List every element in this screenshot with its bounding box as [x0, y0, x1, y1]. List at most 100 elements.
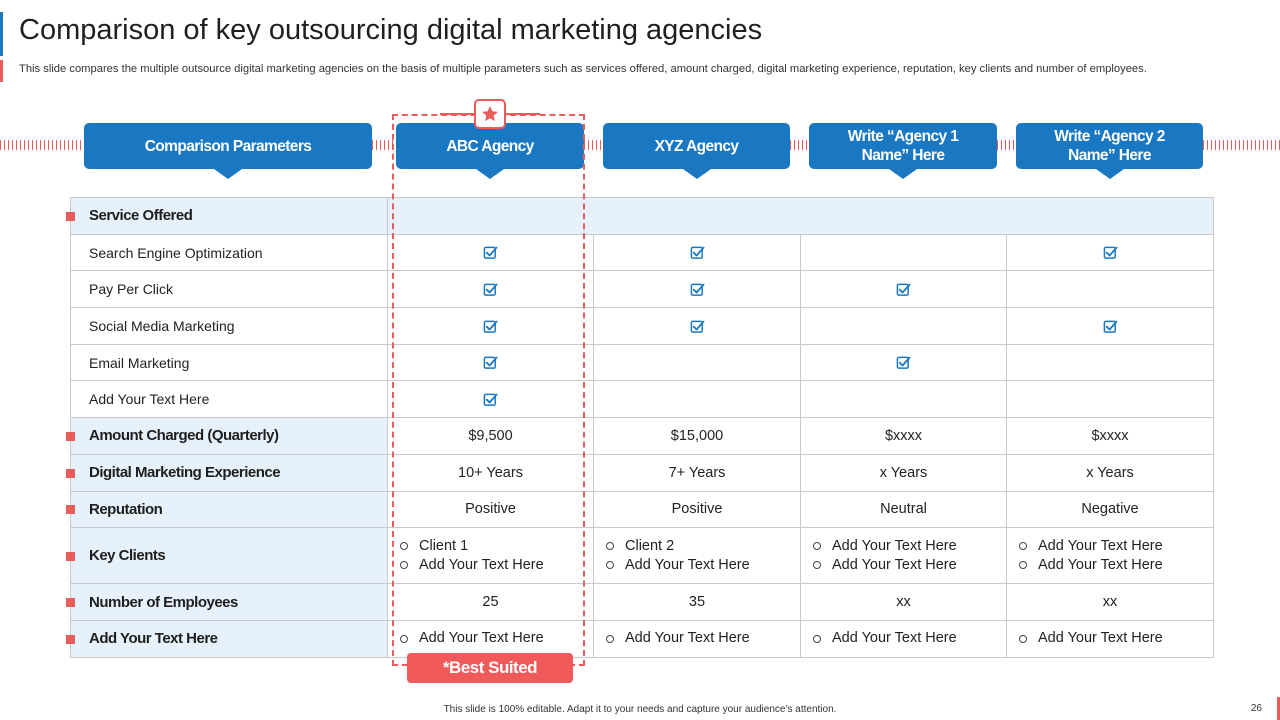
decorative-stripe [790, 140, 809, 150]
hollow-circle-bullet-icon [1019, 561, 1027, 570]
table-row: Pay Per Click [70, 270, 1214, 309]
hollow-circle-bullet-icon [1019, 542, 1027, 551]
section-marker-icon [66, 505, 75, 515]
row-label-employees: Number of Employees [66, 583, 388, 621]
service-cell [1006, 270, 1214, 309]
checkbox-checked-icon [1103, 246, 1117, 260]
checkbox-checked-icon [483, 356, 498, 370]
decorative-stripe [372, 140, 396, 150]
hollow-circle-bullet-icon [606, 542, 614, 551]
star-glyph-icon [482, 106, 498, 122]
value-cell: x Years [1006, 453, 1214, 492]
service-cell [387, 380, 594, 419]
list-item: Add Your Text Here [606, 556, 800, 575]
service-cell [593, 343, 801, 382]
row-label: Search Engine Optimization [70, 233, 388, 272]
list-item: Add Your Text Here [813, 629, 1006, 648]
list-item: Add Your Text Here [606, 629, 800, 648]
service-cell [1006, 233, 1214, 272]
hollow-circle-bullet-icon [813, 561, 821, 570]
section-marker-icon [66, 598, 75, 608]
header-agency-1: Write “Agency 1 Name” Here [809, 123, 997, 179]
service-section-fill [387, 197, 1214, 235]
list-item: Client 2 [606, 537, 800, 556]
table-row-extra: Add Your Text Here Add Your Text Here Add … [66, 619, 1214, 658]
page-number-bar [1277, 697, 1280, 720]
decorative-stripe [997, 140, 1016, 150]
section-marker-icon [66, 634, 75, 644]
value-cell: 25 [387, 583, 594, 621]
extra-cell: Add Your Text Here [593, 619, 801, 658]
row-label: Pay Per Click [70, 270, 388, 309]
row-label-experience: Digital Marketing Experience [66, 453, 388, 492]
value-cell: 10+ Years [387, 453, 594, 492]
checkbox-checked-icon [483, 320, 498, 333]
service-cell [387, 307, 594, 345]
service-cell [387, 343, 594, 382]
row-label: Add Your Text Here [70, 380, 388, 419]
key-clients-cell: Add Your Text Here Add Your Text Here [1006, 527, 1214, 585]
checkbox-checked-icon [690, 246, 704, 260]
row-label-service-offered: Service Offered [66, 197, 388, 235]
header-xyz-agency: XYZ Agency [603, 123, 790, 179]
value-cell: $xxxx [800, 417, 1007, 455]
decorative-stripe [0, 140, 84, 150]
hollow-circle-bullet-icon [400, 542, 408, 551]
service-cell [1006, 380, 1214, 419]
table-row-reputation: Reputation Positive Positive Neutral Negativ… [66, 490, 1214, 529]
hollow-circle-bullet-icon [606, 634, 614, 643]
header-agency-2: Write “Agency 2 Name” Here [1016, 123, 1203, 179]
checkbox-checked-icon [896, 356, 911, 370]
value-cell: 35 [593, 583, 801, 621]
decorative-stripe [1203, 140, 1280, 150]
table-row: Search Engine Optimization [70, 233, 1214, 272]
section-marker-icon [66, 431, 75, 441]
checkbox-checked-icon [690, 320, 704, 333]
value-cell: Positive [387, 490, 594, 529]
service-cell [800, 233, 1007, 272]
table-row-employees: Number of Employees 25 35 xx xx [66, 583, 1214, 621]
value-cell: xx [1006, 583, 1214, 621]
extra-cell: Add Your Text Here [387, 619, 594, 658]
table-row-key-clients: Key Clients Client 1 Add Your Text Here Cli… [66, 527, 1214, 585]
service-cell [800, 380, 1007, 419]
checkbox-checked-icon [1103, 320, 1117, 333]
page-title: Comparison of key outsourcing digital ma… [19, 14, 763, 46]
hollow-circle-bullet-icon [813, 634, 821, 643]
value-cell: 7+ Years [593, 453, 801, 492]
row-label: Social Media Marketing [70, 307, 388, 345]
hollow-circle-bullet-icon [400, 634, 408, 643]
service-cell [800, 307, 1007, 345]
best-suited-badge: *Best Suited [407, 653, 573, 683]
value-cell: $9,500 [387, 417, 594, 455]
checkbox-checked-icon [483, 246, 498, 260]
value-cell: $15,000 [593, 417, 801, 455]
row-label-key-clients: Key Clients [66, 527, 388, 585]
service-cell [387, 233, 594, 272]
service-cell [800, 270, 1007, 309]
key-clients-cell: Client 1 Add Your Text Here [387, 527, 594, 585]
value-cell: Positive [593, 490, 801, 529]
value-cell: x Years [800, 453, 1007, 492]
page-number: 26 [1250, 703, 1262, 714]
service-cell [1006, 343, 1214, 382]
hollow-circle-bullet-icon [400, 561, 408, 570]
section-marker-icon [66, 468, 75, 478]
hollow-circle-bullet-icon [1019, 634, 1027, 643]
row-label-amount: Amount Charged (Quarterly) [66, 417, 388, 455]
list-item: Client 1 [400, 537, 593, 556]
section-marker-icon [66, 551, 75, 561]
comparison-table: Service Offered Search Engine Optimizati… [66, 197, 1214, 658]
checkbox-checked-icon [483, 283, 498, 296]
service-cell [800, 343, 1007, 382]
row-label-reputation: Reputation [66, 490, 388, 529]
hollow-circle-bullet-icon [813, 542, 821, 551]
table-row: Email Marketing [70, 343, 1214, 382]
list-item: Add Your Text Here [813, 556, 1006, 575]
page-subtitle: This slide compares the multiple outsour… [19, 63, 1147, 75]
list-item: Add Your Text Here [1019, 537, 1213, 556]
service-cell [593, 270, 801, 309]
table-row-amount: Amount Charged (Quarterly) $9,500 $15,000 $… [66, 417, 1214, 455]
list-item: Add Your Text Here [400, 629, 593, 648]
list-item: Add Your Text Here [813, 537, 1006, 556]
